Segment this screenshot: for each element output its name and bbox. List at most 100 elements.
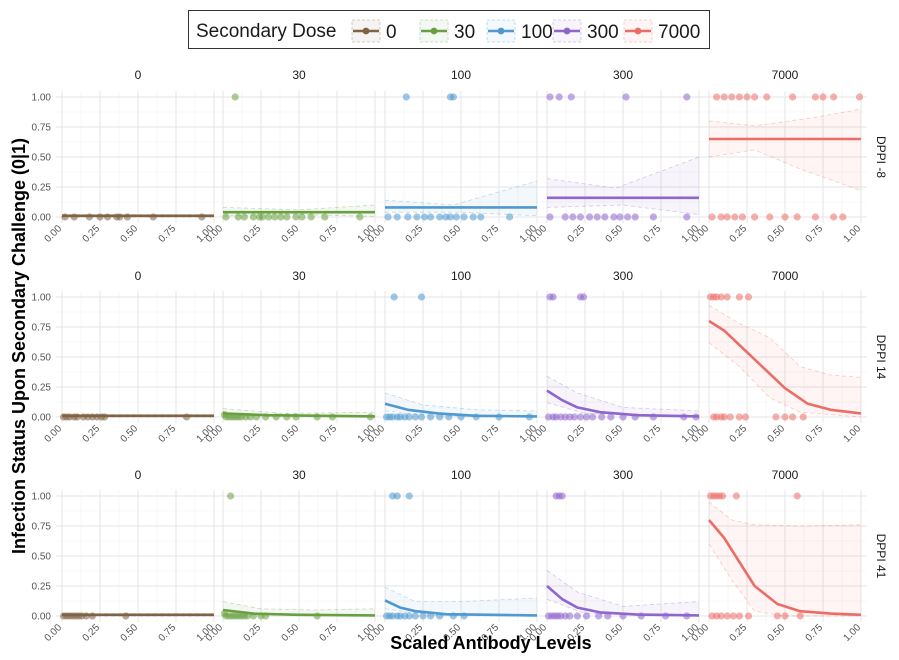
fitted-curve (384, 599, 538, 617)
data-point (830, 213, 838, 221)
data-point (477, 213, 485, 221)
ribbon-upper-bound (384, 180, 538, 206)
x-tick-label: 0.25 (566, 423, 588, 445)
data-point (546, 93, 554, 101)
data-point (419, 612, 427, 620)
data-point (772, 413, 780, 421)
data-point (405, 612, 413, 620)
data-point (271, 213, 279, 221)
legend-item-7000: 7000 (623, 19, 700, 43)
data-point (741, 413, 750, 421)
legend-title: Secondary Dose (196, 21, 336, 42)
data-point (356, 213, 364, 221)
panel-DPPI14-dose-30: 300.00 0.25 0.50 0.75 1.00 (204, 269, 381, 445)
x-tick-label: 0.50 (766, 622, 788, 644)
data-point (506, 213, 514, 221)
x-tick-label: 0.75 (318, 622, 340, 644)
data-point (607, 413, 615, 421)
data-point (417, 413, 426, 421)
x-tick-label: 0.75 (157, 423, 179, 445)
x-tick-label: 0.75 (480, 223, 502, 245)
column-facet-label: 0 (135, 68, 142, 82)
ribbon-lower-bound (708, 149, 862, 191)
data-point (819, 93, 827, 101)
data-point (649, 213, 658, 221)
y-tick-label: 0.25 (32, 582, 52, 593)
fitted-curve (708, 519, 862, 617)
column-facet-label: 30 (292, 269, 306, 283)
data-point (601, 213, 609, 221)
x-tick-label: 0.25 (566, 223, 588, 245)
ribbon-upper-bound (384, 392, 538, 412)
legend-item-0: 0 (351, 19, 397, 43)
data-point (292, 213, 300, 221)
x-tick-label: 0.75 (318, 423, 340, 445)
data-point (751, 213, 759, 221)
data-point (258, 213, 267, 221)
data-point (744, 293, 753, 301)
confidence-ribbon (547, 157, 699, 215)
data-point (549, 293, 557, 301)
y-tick-label: 1.00 (32, 293, 52, 304)
data-point (726, 413, 734, 421)
x-tick-label: 0.50 (280, 423, 302, 445)
data-point (811, 213, 820, 221)
x-tick-label: 0.75 (318, 223, 340, 245)
x-tick-label: 1.00 (842, 423, 864, 445)
x-tick-label: 0.25 (404, 423, 426, 445)
x-tick-label: 0.50 (119, 423, 141, 445)
data-point (573, 612, 582, 620)
legend-label: 7000 (658, 22, 700, 43)
x-tick-label: 0.50 (604, 223, 626, 245)
data-point (277, 213, 285, 221)
x-tick-label: 0.25 (242, 423, 264, 445)
data-point (720, 413, 728, 421)
legend-key-point (634, 27, 642, 35)
y-tick-label: 0.50 (32, 353, 52, 364)
fitted-curve (384, 402, 538, 418)
legend-label: 100 (521, 22, 553, 43)
data-point (793, 492, 801, 500)
ribbon-upper-bound (708, 501, 862, 527)
data-point (616, 213, 624, 221)
column-facet-label: 7000 (772, 269, 799, 283)
x-tick-label: 0.50 (119, 223, 141, 245)
data-point (413, 213, 421, 221)
data-point (555, 93, 563, 101)
data-point (427, 413, 435, 421)
legend: Secondary Dose 0 30 100 300 7000 (188, 10, 710, 49)
column-facet-label: 300 (613, 269, 633, 283)
data-point (249, 213, 257, 221)
data-point (402, 93, 410, 101)
ribbon-upper-bound (222, 601, 376, 611)
data-point (781, 413, 789, 421)
data-point (717, 612, 725, 620)
legend-key-point (497, 27, 505, 35)
data-point (743, 93, 751, 101)
data-point (708, 213, 716, 221)
data-point (793, 213, 801, 221)
data-point (589, 413, 597, 421)
x-tick-label: 0.00 (43, 622, 65, 644)
data-point (728, 93, 736, 101)
ribbon-lower-bound (708, 543, 861, 617)
x-tick-label: 0.50 (766, 423, 788, 445)
data-point (735, 612, 744, 620)
data-point (713, 93, 721, 101)
column-facet-label: 300 (613, 68, 633, 82)
data-point (569, 213, 577, 221)
panels: 0 0.00 0.25 0.50 0.75 1.00 0.00 0.25 0.50 0.75 1.0… (32, 68, 888, 644)
legend-label: 300 (587, 22, 619, 43)
x-tick-label: 0.50 (766, 223, 788, 245)
x-tick-label: 0.75 (804, 423, 826, 445)
x-tick-label: 0.75 (480, 423, 502, 445)
data-point (720, 93, 728, 101)
